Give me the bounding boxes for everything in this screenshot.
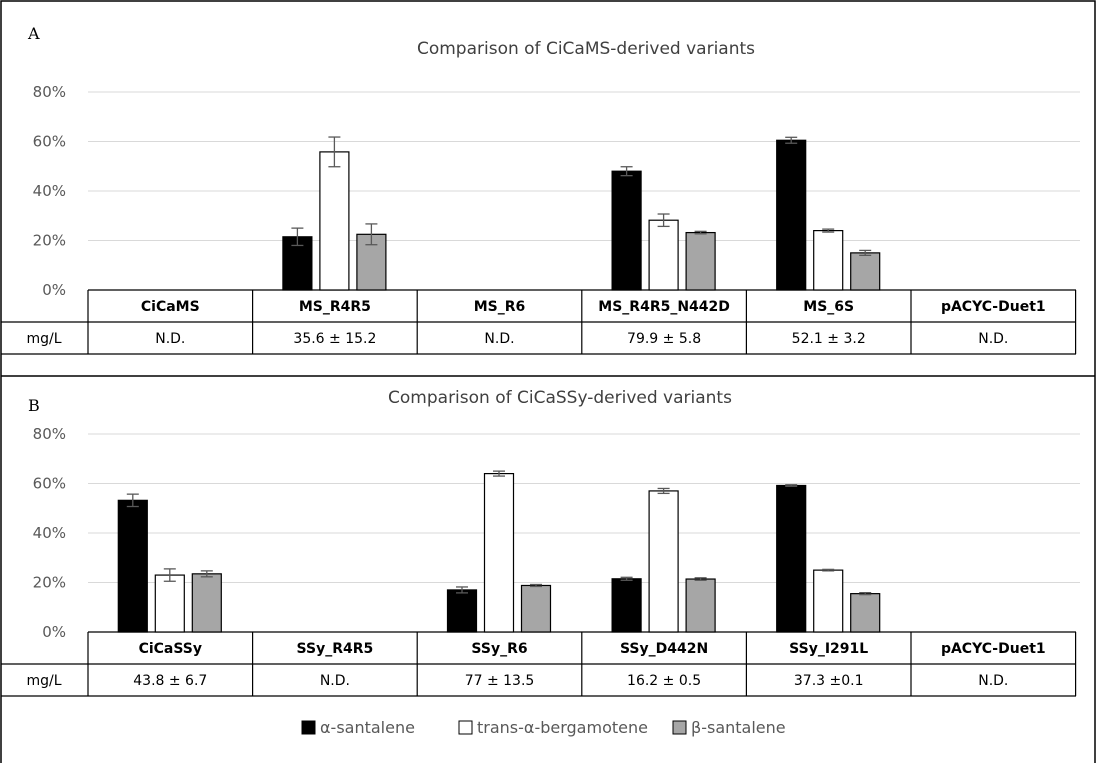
table-row-label: mg/L (26, 331, 61, 347)
category-label: pACYC-Duet1 (941, 299, 1046, 315)
bar (483, 473, 515, 633)
category-label: MS_6S (803, 299, 854, 315)
data-table: mg/L CiCaSSy 43.8 ± 6.7 SSy_R4R5 N.D. SSy_R6 7… (1, 631, 1077, 697)
table-cell-value: 35.6 ± 15.2 (293, 331, 376, 347)
bar (850, 252, 881, 291)
category-label: MS_R4R5 (299, 299, 371, 315)
category-label: SSy_R4R5 (297, 641, 374, 657)
table-cell-value: 79.9 ± 5.8 (627, 331, 701, 347)
category-label: SSy_R6 (471, 641, 527, 657)
panel-a-title: Comparison of CiCaMS-derived variants (417, 39, 755, 59)
y-tick-label: 20% (33, 232, 66, 250)
table-cell-value: N.D. (978, 673, 1008, 689)
bar (776, 139, 807, 291)
bar (813, 569, 844, 633)
bar (685, 231, 716, 291)
bar (685, 578, 716, 633)
bar (611, 170, 642, 291)
table-cell-value: N.D. (155, 331, 185, 347)
table-cell-value: 16.2 ± 0.5 (627, 673, 701, 689)
y-tick-label: 0% (42, 623, 66, 641)
bar (117, 499, 148, 633)
bar (648, 490, 679, 633)
legend: α-santalene trans-α-bergamotene β-santal… (301, 718, 786, 737)
legend-swatch-trans-alpha-bergamotene (458, 720, 473, 735)
y-tick-label: 0% (42, 281, 66, 299)
category-label: CiCaSSy (139, 641, 202, 657)
panel-a-letter: A (27, 24, 40, 43)
legend-label-trans-alpha-bergamotene: trans-α-bergamotene (477, 718, 648, 737)
category-label: CiCaMS (141, 299, 200, 315)
table-cell-value: N.D. (320, 673, 350, 689)
data-table: mg/L CiCaMS N.D. MS_R4R5 35.6 ± 15.2 MS_R6 N.D… (1, 289, 1077, 355)
panel-b-letter: B (28, 396, 40, 415)
table-row-label: mg/L (26, 673, 61, 689)
legend-label-beta-santalene: β-santalene (691, 718, 786, 737)
legend-label-alpha-santalene: α-santalene (320, 718, 415, 737)
category-label: MS_R6 (474, 299, 526, 315)
bar (191, 573, 222, 633)
bar (282, 236, 313, 291)
y-tick-label: 80% (33, 425, 66, 443)
panel-b-title: Comparison of CiCaSSy-derived variants (388, 388, 732, 408)
y-tick-label: 80% (33, 83, 66, 101)
legend-swatch-beta-santalene (672, 720, 687, 735)
bar (648, 219, 679, 291)
table-cell-value: 77 ± 13.5 (465, 673, 535, 689)
y-tick-label: 40% (33, 524, 66, 542)
bar (446, 589, 478, 633)
table-cell-value: N.D. (978, 331, 1008, 347)
bar (850, 593, 881, 633)
bar (776, 484, 807, 633)
table-cell-value: 52.1 ± 3.2 (792, 331, 866, 347)
panel-a: A Comparison of CiCaMS-derived variants … (1, 24, 1080, 355)
table-cell-value: 37.3 ±0.1 (794, 673, 864, 689)
bar (813, 230, 844, 291)
panel-b: B Comparison of CiCaSSy-derived variants… (1, 388, 1080, 697)
y-tick-label: 20% (33, 574, 66, 592)
y-tick-label: 40% (33, 182, 66, 200)
category-label: SSy_D442N (620, 641, 708, 657)
category-label: pACYC-Duet1 (941, 641, 1046, 657)
y-tick-label: 60% (33, 133, 66, 151)
bar (319, 151, 350, 291)
bar (611, 578, 642, 633)
bar (154, 574, 185, 633)
y-tick-label: 60% (33, 475, 66, 493)
table-cell-value: N.D. (484, 331, 514, 347)
category-label: MS_R4R5_N442D (598, 299, 730, 315)
legend-swatch-alpha-santalene (301, 720, 316, 735)
table-cell-value: 43.8 ± 6.7 (133, 673, 207, 689)
bar (520, 584, 552, 633)
category-label: SSy_I291L (789, 641, 868, 657)
